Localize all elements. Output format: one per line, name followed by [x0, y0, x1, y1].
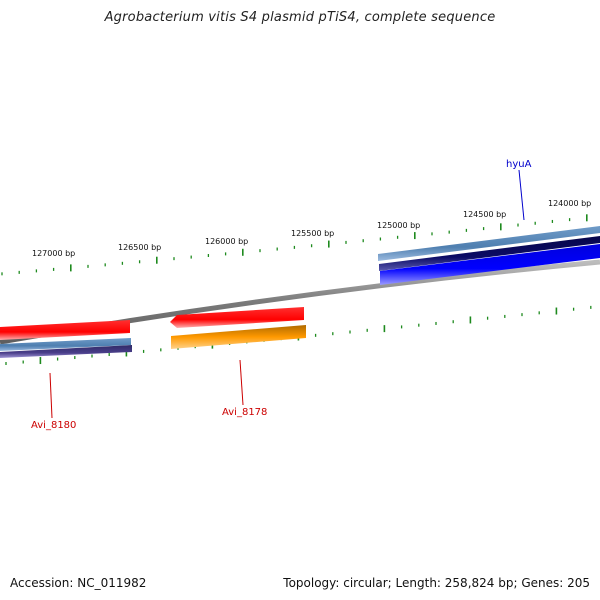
topology-text: Topology: circular; Length: 258,824 bp; … — [283, 576, 590, 590]
gene-feature-red[interactable] — [0, 320, 130, 340]
ruler-label: 126500 bp — [118, 243, 161, 252]
feature-track-middle — [170, 307, 306, 349]
gene-label-Avi_8180[interactable]: Avi_8180 — [31, 420, 76, 431]
gene-feature-purple[interactable] — [0, 345, 132, 358]
map-title: Agrobacterium vitis S4 plasmid pTiS4, co… — [104, 10, 496, 25]
accession-text: Accession: NC_011982 — [10, 576, 147, 590]
gene-feature-steelblue[interactable] — [0, 338, 131, 351]
feature-track-left — [0, 320, 132, 358]
feature-track-right — [378, 226, 600, 285]
ruler-ticks-upper — [1, 214, 588, 276]
ruler-label: 124000 bp — [548, 199, 591, 208]
ruler-labels: 127000 bp 126500 bp 126000 bp 125500 bp … — [32, 199, 591, 258]
callout-line-Avi_8178 — [239, 359, 244, 406]
ruler-label: 125500 bp — [291, 229, 334, 238]
callout-line-Avi_8180 — [49, 372, 53, 419]
gene-feature-orange[interactable] — [171, 325, 306, 349]
gene-label-hyuA[interactable]: hyuA — [506, 159, 532, 170]
ruler-label: 126000 bp — [205, 237, 248, 246]
gene-feature-blue[interactable] — [380, 244, 600, 285]
gene-label-Avi_8178[interactable]: Avi_8178 — [222, 407, 267, 418]
ruler-label: 125000 bp — [377, 221, 420, 230]
ruler-label: 124500 bp — [463, 210, 506, 219]
ruler-label: 127000 bp — [32, 249, 75, 258]
callout-line-hyuA — [518, 169, 525, 221]
gene-feature-steelblue[interactable] — [378, 226, 600, 261]
gene-callouts: hyuA Avi_8180 Avi_8178 — [31, 159, 532, 431]
gene-feature-navy[interactable] — [379, 236, 600, 271]
gene-feature-red-arrow[interactable] — [170, 307, 304, 328]
